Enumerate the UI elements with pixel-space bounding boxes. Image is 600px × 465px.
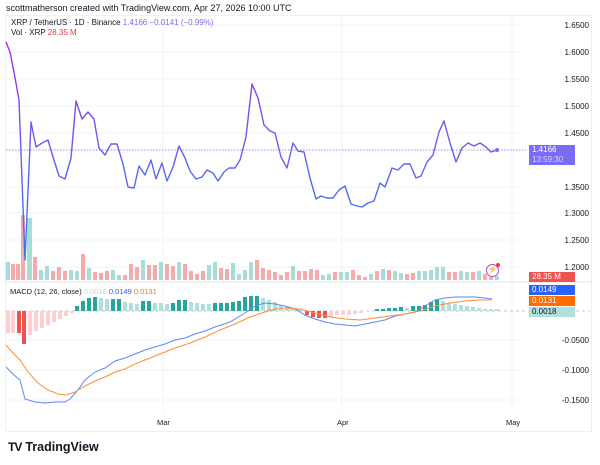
price-axis-label: 1.2000	[564, 263, 589, 272]
x-axis-label-apr: Apr	[337, 418, 349, 427]
price-axis-label: 1.6000	[564, 48, 589, 57]
volume-legend[interactable]: Vol · XRP 28.35 M	[11, 28, 77, 37]
volume-value: 28.35 M	[47, 28, 77, 37]
price-axis-label: 1.3000	[564, 209, 589, 218]
macd-label: MACD (12, 26, close)	[10, 287, 82, 296]
signal-value: 0.0131	[133, 287, 157, 296]
last-price: 1.4166	[122, 18, 148, 27]
price-axis-label: 1.3500	[564, 183, 589, 192]
chart-credit: scottmatherson created with TradingView.…	[6, 3, 292, 13]
macd-histogram	[6, 296, 499, 344]
price-tag: 1.4166	[529, 145, 575, 155]
macd-axis-label: -0.1500	[561, 396, 589, 405]
price-axis-label: 1.2500	[564, 236, 589, 245]
macd-tag: 0.0149	[529, 285, 575, 295]
tradingview-logo-icon: TV	[8, 440, 22, 454]
signal-tag: 0.0131	[529, 296, 575, 306]
symbol-legend[interactable]: XRP / TetherUS · 1D · Binance 1.4166 −0.…	[11, 18, 214, 27]
volume-bars	[6, 215, 499, 280]
price-axis-label: 1.4500	[564, 129, 589, 138]
volume-tag: 28.35 M	[529, 272, 575, 282]
symbol-name: XRP / TetherUS · 1D · Binance	[11, 18, 121, 27]
tradingview-logo[interactable]: TV TradingView	[8, 440, 99, 454]
macd-line	[5, 296, 493, 404]
price-axis-label: 1.5500	[564, 75, 589, 84]
macd-histogram-value: 0.0018	[83, 287, 107, 296]
price-axis-label: 1.5000	[564, 102, 589, 111]
x-axis-label-mar: Mar	[157, 418, 170, 427]
macd-value: 0.0149	[108, 287, 132, 296]
macd-legend[interactable]: MACD (12, 26, close) 0.0018 0.0149 0.013…	[10, 287, 157, 296]
macd-axis-label: -0.1000	[561, 366, 589, 375]
price-change: −0.0141 (−0.99%)	[149, 18, 214, 27]
lightning-icon[interactable]: ⚡	[486, 263, 500, 277]
countdown-tag: 13:59:30	[529, 155, 575, 165]
notification-dot	[496, 263, 500, 267]
price-line	[5, 41, 498, 261]
signal-line	[5, 299, 492, 396]
chart-frame	[5, 15, 592, 432]
histogram-tag: 0.0018	[529, 307, 575, 317]
macd-axis-label: -0.0500	[561, 336, 589, 345]
volume-label: Vol · XRP	[11, 28, 46, 37]
price-axis-label: 1.6500	[564, 21, 589, 30]
x-axis-label-may: May	[506, 418, 521, 427]
tradingview-logo-text: TradingView	[25, 440, 99, 454]
